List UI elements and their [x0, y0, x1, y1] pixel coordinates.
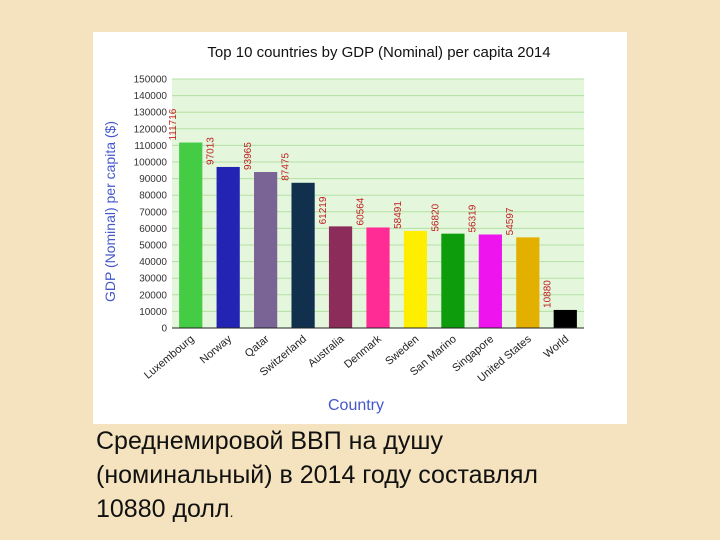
y-tick-label: 100000 — [134, 158, 168, 169]
x-tick-label: Qatar — [243, 333, 272, 360]
value-label: 97013 — [206, 137, 217, 165]
value-labels: 111716 97013 93965 87475 61219 60564 58491 5682… — [168, 108, 554, 308]
x-tick-label: Australia — [306, 333, 347, 370]
bar — [216, 166, 240, 328]
y-tick-label: 110000 — [134, 141, 167, 152]
bar — [441, 233, 465, 328]
bar — [179, 142, 203, 328]
value-label: 87475 — [280, 153, 291, 181]
x-tick-label: Norway — [198, 333, 235, 366]
y-tick-label: 30000 — [139, 274, 167, 285]
y-tick-label: 120000 — [134, 124, 168, 135]
bar — [366, 227, 390, 328]
x-tick-label: World — [542, 333, 572, 361]
y-tick-label: 10000 — [139, 307, 167, 318]
value-label: 61219 — [318, 196, 329, 224]
caption-line-3: 10880 долл. — [96, 492, 696, 529]
value-label: 60564 — [355, 197, 366, 225]
value-label: 56820 — [430, 203, 441, 231]
bar — [291, 182, 315, 328]
y-tick-label: 60000 — [139, 224, 167, 235]
bar — [328, 226, 353, 328]
chart-title: Top 10 countries by GDP (Nominal) per ca… — [207, 44, 550, 61]
y-tick-label: 150000 — [134, 75, 168, 86]
bar — [478, 234, 502, 328]
bar — [403, 230, 428, 328]
bar-chart: Top 10 countries by GDP (Nominal) per ca… — [102, 44, 584, 414]
x-axis-label: Country — [328, 397, 384, 414]
y-axis-label: GDP (Nominal) per capita ($) — [102, 121, 118, 302]
y-tick-label: 50000 — [139, 241, 167, 252]
y-tick-label: 140000 — [134, 91, 168, 102]
value-label: 93965 — [243, 142, 254, 170]
bars — [179, 142, 577, 328]
x-tick-label: Denmark — [342, 333, 384, 371]
y-tick-label: 130000 — [134, 108, 168, 119]
y-axis-ticks: 0 10000 20000 30000 40000 50000 60000 70000 8000… — [134, 75, 168, 335]
bar — [553, 309, 577, 328]
grid-lines — [172, 78, 584, 312]
value-label: 58491 — [393, 201, 404, 229]
value-label: 56319 — [468, 204, 479, 232]
chart-panel: Top 10 countries by GDP (Nominal) per ca… — [93, 32, 627, 424]
value-label: 54597 — [505, 207, 516, 235]
y-tick-label: 70000 — [139, 207, 167, 218]
y-tick-label: 20000 — [139, 290, 167, 301]
x-tick-label: Luxembourg — [142, 333, 197, 382]
bar — [254, 172, 278, 328]
bar — [516, 237, 540, 328]
x-axis-ticks: Luxembourg Norway QatarSwitzerlandAustrali… — [142, 333, 571, 385]
y-tick-label: 80000 — [139, 191, 167, 202]
y-tick-label: 40000 — [139, 257, 167, 268]
y-tick-label: 0 — [161, 324, 167, 335]
value-label: 111716 — [168, 108, 179, 140]
caption-line-3-text: 10880 долл — [96, 495, 230, 523]
value-label: 10880 — [543, 280, 554, 308]
caption-line-3-dot: . — [229, 504, 234, 520]
caption-line-2: (номинальный) в 2014 году составлял — [96, 461, 538, 489]
y-tick-label: 90000 — [139, 174, 167, 185]
caption-text: Среднемировой ВВП на душу (номинальный) … — [96, 424, 696, 529]
caption-line-1: Среднемировой ВВП на душу — [96, 427, 443, 455]
